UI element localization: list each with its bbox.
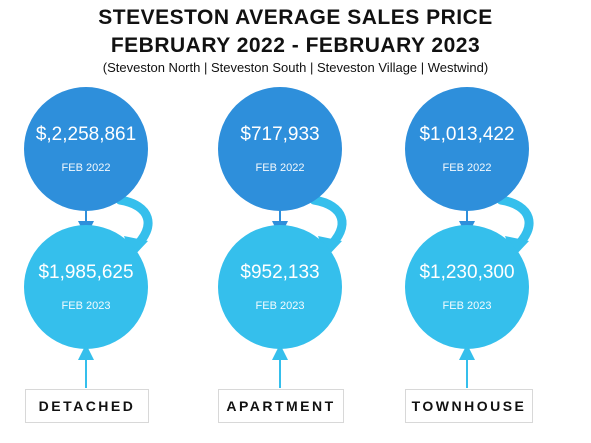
apartment-feb2022-price: $717,933	[240, 124, 320, 145]
title-line-1: STEVESTON AVERAGE SALES PRICE	[98, 6, 493, 29]
apartment-feb2023-circle: $952,133 FEB 2023	[218, 225, 342, 349]
townhouse-label: TOWNHOUSE	[405, 389, 533, 423]
detached-feb2022-label: FEB 2022	[61, 162, 111, 174]
townhouse-feb2023-circle: $1,230,300 FEB 2023	[405, 225, 529, 349]
townhouse-feb2022-price: $1,013,422	[419, 124, 515, 145]
apartment-feb2023-label: FEB 2023	[255, 300, 305, 312]
title-line-2: FEBRUARY 2022 - FEBRUARY 2023	[110, 34, 481, 57]
townhouse-feb2022-circle: $1,013,422 FEB 2022	[405, 87, 529, 211]
apartment-feb2023-price: $952,133	[240, 262, 320, 283]
detached-feb2023-circle: $1,985,625 FEB 2023	[24, 225, 148, 349]
detached-label: DETACHED	[25, 389, 149, 423]
apartment-label: APARTMENT	[218, 389, 344, 423]
apartment-feb2022-circle: $717,933 FEB 2022	[218, 87, 342, 211]
townhouse-feb2023-label: FEB 2023	[442, 300, 492, 312]
detached-feb2022-circle: $,2,258,861 FEB 2022	[24, 87, 148, 211]
townhouse-feb2022-label: FEB 2022	[442, 162, 492, 174]
detached-feb2023-label: FEB 2023	[61, 300, 111, 312]
subtitle: (Steveston North | Steveston South | Ste…	[102, 60, 489, 75]
townhouse-feb2023-price: $1,230,300	[419, 262, 515, 283]
detached-feb2022-price: $,2,258,861	[35, 124, 137, 145]
apartment-feb2022-label: FEB 2022	[255, 162, 305, 174]
detached-feb2023-price: $1,985,625	[38, 262, 134, 283]
